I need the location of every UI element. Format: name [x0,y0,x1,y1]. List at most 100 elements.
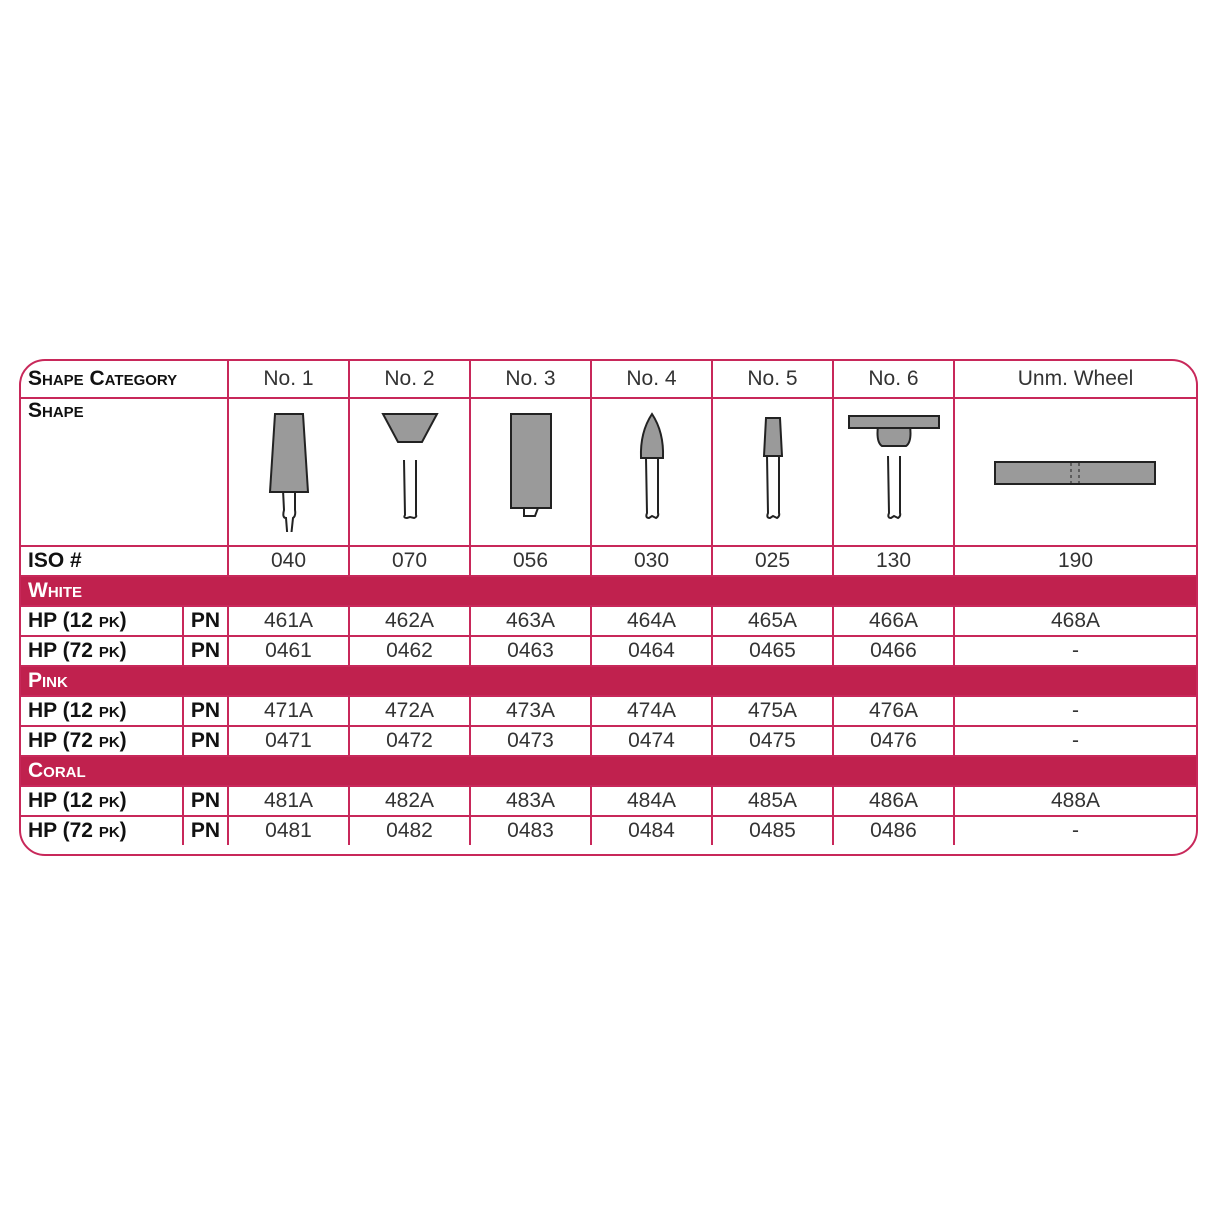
part-number: 483A [469,785,592,817]
inverted-cone-point-icon [380,413,439,520]
part-number: 482A [348,785,471,817]
part-number: 0461 [227,635,350,667]
part-number: 0465 [711,635,834,667]
part-number: 0472 [348,725,471,757]
part-number: 0475 [711,725,834,757]
part-number: 0485 [711,815,834,845]
part-number: 0483 [469,815,592,845]
column-header: No. 1 [227,361,350,399]
part-number: 484A [590,785,713,817]
part-number: 474A [590,695,713,727]
part-number: 464A [590,605,713,637]
pn-label: PN [182,695,229,727]
part-number: 0473 [469,725,592,757]
group-header-coral: Coral [21,755,1196,787]
shape-cell [590,397,713,547]
column-header: No. 3 [469,361,592,399]
part-number: 475A [711,695,834,727]
row-label: HP (72 pk) [21,815,184,845]
part-number: 473A [469,695,592,727]
cup-wheel-point-icon [847,415,940,520]
table-row: HP (72 pk) PN 0461 0462 0463 0464 0465 0466- [21,635,1196,667]
column-header: No. 4 [590,361,713,399]
part-number: 0486 [832,815,955,845]
header-row: Shape Category No. 1 No. 2 No. 3 No. 4 No. 5… [21,361,1196,399]
group-header-white: White [21,575,1196,607]
pn-label: PN [182,725,229,757]
tapered-cylinder-point-icon [268,413,309,532]
row-label: HP (12 pk) [21,695,184,727]
column-header: No. 5 [711,361,834,399]
table-row: HP (12 pk) PN 471A 472A 473A 474A 475A 476A - [21,695,1196,727]
part-number: 0464 [590,635,713,667]
group-name: Pink [21,665,1196,697]
row-label: HP (72 pk) [21,635,184,667]
part-number: 0482 [348,815,471,845]
part-number: 0481 [227,815,350,845]
pn-label: PN [182,785,229,817]
part-number: 485A [711,785,834,817]
iso-value: 130 [832,545,955,577]
column-header: No. 6 [832,361,955,399]
part-number: 481A [227,785,350,817]
part-number: 468A [953,605,1196,637]
shape-row: Shape [21,397,1196,547]
table-row: HP (72 pk) PN 0471 0472 0473 0474 0475 0476- [21,725,1196,757]
part-number: 0476 [832,725,955,757]
iso-value: 056 [469,545,592,577]
row-label: HP (72 pk) [21,725,184,757]
part-number: - [953,635,1196,667]
shape-cell [832,397,955,547]
part-number: 463A [469,605,592,637]
row-label: HP (12 pk) [21,605,184,637]
part-number: 462A [348,605,471,637]
part-number: 466A [832,605,955,637]
iso-value: 040 [227,545,350,577]
shape-label: Shape [21,397,229,547]
part-number: - [953,695,1196,727]
part-number: 486A [832,785,955,817]
product-table: Shape Category No. 1 No. 2 No. 3 No. 4 No. 5… [19,359,1198,856]
table-row: HP (72 pk) PN 0481 0482 0483 0484 0485 0486- [21,815,1196,845]
part-number: 0462 [348,635,471,667]
part-number: 472A [348,695,471,727]
row-label: HP (12 pk) [21,785,184,817]
part-number: 0474 [590,725,713,757]
part-number: 0484 [590,815,713,845]
part-number: 488A [953,785,1196,817]
iso-value: 030 [590,545,713,577]
part-number: 0463 [469,635,592,667]
pn-label: PN [182,605,229,637]
part-number: 0471 [227,725,350,757]
iso-value: 025 [711,545,834,577]
part-number: 476A [832,695,955,727]
part-number: 0466 [832,635,955,667]
group-name: Coral [21,755,1196,787]
table-row: HP (12 pk) PN 461A 462A 463A 464A 465A 466A 468A [21,605,1196,637]
shape-cell [711,397,834,547]
shape-cell [469,397,592,547]
unmounted-wheel-icon [993,461,1156,485]
iso-label: ISO # [21,545,229,577]
part-number: 465A [711,605,834,637]
shape-cell [227,397,350,547]
shape-category-label: Shape Category [21,361,229,399]
part-number: - [953,725,1196,757]
pn-label: PN [182,635,229,667]
small-taper-point-icon [762,417,783,520]
group-header-pink: Pink [21,665,1196,697]
part-number: - [953,815,1196,845]
shape-cell [348,397,471,547]
iso-value: 190 [953,545,1196,577]
group-name: White [21,575,1196,607]
column-header: No. 2 [348,361,471,399]
table-row: HP (12 pk) PN 481A 482A 483A 484A 485A 486A 488A [21,785,1196,817]
iso-value: 070 [348,545,471,577]
pn-label: PN [182,815,229,845]
shape-cell [953,397,1196,547]
column-header: Unm. Wheel [953,361,1196,399]
iso-row: ISO # 040 070 056 030 025 130 190 [21,545,1196,577]
part-number: 461A [227,605,350,637]
cylinder-point-icon [509,413,552,517]
part-number: 471A [227,695,350,727]
